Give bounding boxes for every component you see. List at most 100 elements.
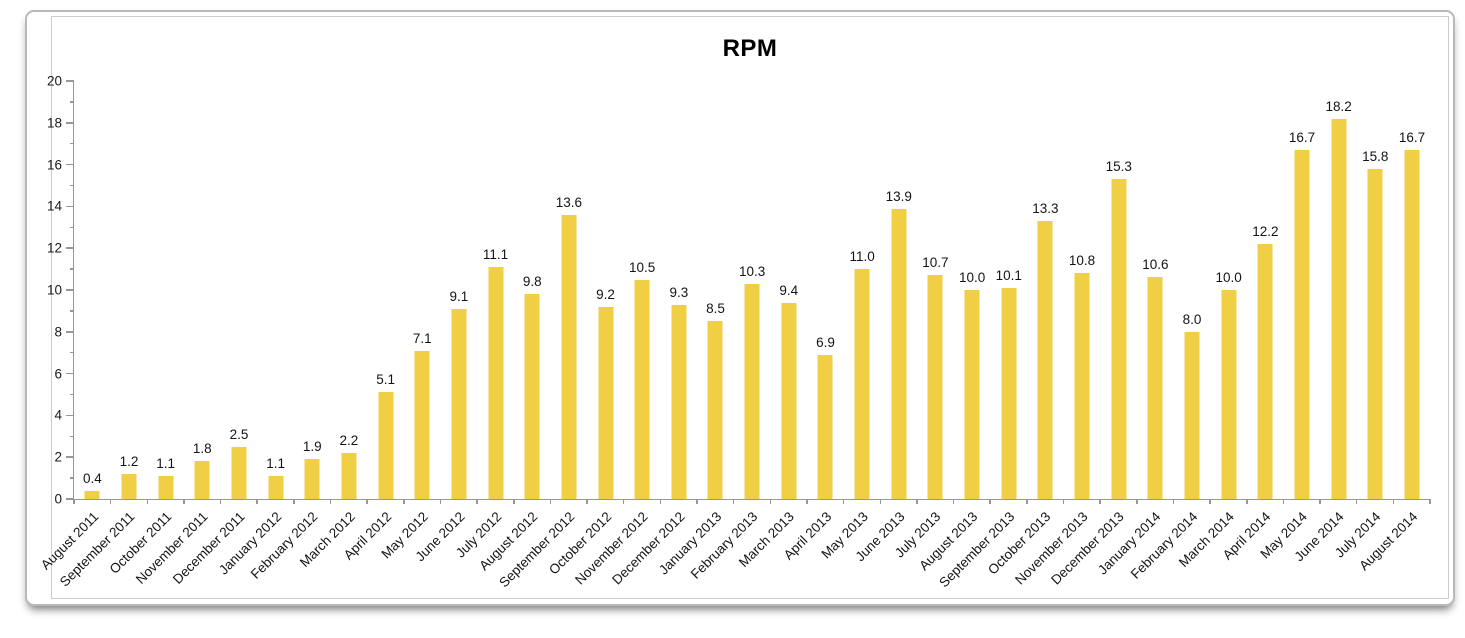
x-axis-label: June 2012: [412, 509, 468, 565]
y-axis-label: 20: [46, 73, 62, 89]
x-axis-label: August 2011: [37, 509, 101, 573]
bar-cell: 5.1: [367, 81, 404, 499]
bar: [964, 290, 980, 499]
y-minor-tick: [70, 268, 74, 270]
x-axis-tick: [806, 499, 808, 504]
bar-value-label: 16.7: [1288, 129, 1316, 145]
x-axis-tick: [842, 499, 845, 504]
x-axis-tick: [586, 499, 588, 504]
x-axis-label: July 2014: [1332, 509, 1384, 561]
bar-value-label: 5.1: [376, 372, 395, 388]
bar-cell: 15.8: [1357, 81, 1394, 499]
x-axis-label: January 2012: [215, 509, 285, 578]
bar: [1074, 273, 1090, 499]
y-major-tick: [66, 414, 74, 417]
bar: [451, 308, 467, 499]
y-minor-tick: [70, 142, 74, 145]
bar: [854, 269, 870, 499]
bar: [1184, 331, 1200, 499]
bar-value-label: 1.1: [156, 456, 176, 472]
x-axis-label: April 2013: [780, 509, 834, 563]
bar: [1367, 168, 1383, 499]
x-axis-tick: [732, 499, 735, 504]
x-axis-label: January 2013: [655, 509, 724, 578]
bar-value-label: 1.8: [192, 441, 212, 457]
x-axis-label: August 2012: [476, 509, 541, 574]
y-minor-tick: [70, 435, 74, 438]
bar: [304, 459, 320, 499]
y-minor-tick: [70, 351, 74, 354]
x-axis-label: May 2012: [378, 509, 431, 562]
bar-cell: 10.0: [954, 81, 991, 499]
bar: [634, 279, 650, 499]
bar: [561, 214, 577, 499]
bar: [158, 476, 174, 499]
x-axis-tick: [1319, 499, 1321, 504]
x-axis-tick: [329, 499, 332, 504]
y-major-tick: [66, 289, 74, 291]
bar-value-label: 1.9: [302, 439, 322, 455]
bar-value-label: 9.8: [522, 274, 542, 290]
y-minor-tick: [70, 310, 74, 312]
y-major-tick: [66, 372, 74, 375]
x-axis-tick: [403, 499, 405, 504]
bar-value-label: 6.9: [816, 334, 835, 350]
x-axis-label: June 2013: [852, 509, 908, 565]
bar: [1147, 277, 1163, 499]
chart-container: RPM 0 2 4 6 8 10 12 14 16 18 20 0.4 1.2 1.1 1.8 2.5 1.1…: [37, 16, 1449, 599]
bar: [1404, 149, 1420, 499]
bar-cell: 8.5: [697, 81, 734, 499]
x-axis-tick: [1209, 499, 1211, 504]
y-minor-tick: [70, 101, 74, 103]
x-axis-tick: [659, 499, 662, 504]
bar: [1331, 118, 1347, 499]
x-axis-tick: [879, 499, 882, 504]
x-axis-tick: [293, 499, 295, 504]
bar-value-label: 11.0: [849, 249, 875, 265]
bar: [341, 453, 357, 499]
bar-cell: 1.1: [257, 81, 294, 499]
x-axis-tick: [1282, 499, 1285, 504]
x-axis-tick: [696, 499, 698, 504]
x-axis-tick: [549, 499, 552, 504]
x-axis-label: March 2012: [296, 509, 358, 571]
bar-value-label: 8.5: [706, 301, 725, 317]
x-axis-tick: [916, 499, 918, 504]
bar-cell: 10.3: [734, 81, 771, 499]
x-axis-tick: [952, 499, 955, 504]
x-axis-label: May 2014: [1257, 509, 1311, 562]
bar-value-label: 1.1: [266, 456, 285, 472]
bar-cell: 11.0: [844, 81, 881, 499]
y-major-tick: [66, 498, 74, 500]
bar-value-label: 0.4: [82, 470, 102, 486]
y-axis-label: 16: [46, 157, 62, 173]
y-minor-tick: [70, 477, 74, 479]
x-axis-label: July 2013: [892, 509, 944, 561]
bar-cell: 9.1: [441, 81, 478, 499]
x-axis-tick: [366, 499, 368, 504]
bar-cell: 9.8: [514, 81, 551, 499]
x-axis-label: December 2012: [608, 509, 688, 588]
bar: [1001, 287, 1017, 499]
bar-cell: 8.0: [1174, 81, 1211, 499]
bar-series: 0.4 1.2 1.1 1.8 2.5 1.1 1.9 2.2 5.1 7.1 9.1 11.1 9.8…: [74, 81, 1430, 499]
x-axis-label: May 2013: [818, 509, 871, 562]
y-major-tick: [66, 163, 74, 166]
bar-cell: 1.1: [147, 81, 184, 499]
x-axis-label: August 2013: [916, 509, 981, 574]
y-major-tick: [66, 247, 74, 249]
x-axis-label: December 2011: [169, 509, 248, 587]
bar-cell: 9.3: [661, 81, 698, 499]
x-axis-tick: [513, 499, 515, 504]
bar: [1294, 149, 1310, 499]
x-axis-label: March 2014: [1176, 509, 1238, 571]
bar-value-label: 10.8: [1068, 253, 1096, 269]
bar: [414, 350, 430, 499]
bar-value-label: 13.3: [1032, 201, 1059, 217]
bar-cell: 15.3: [1100, 81, 1137, 499]
y-axis-label: 8: [54, 324, 62, 340]
bar-cell: 10.5: [624, 81, 661, 499]
y-axis-label: 6: [54, 366, 62, 382]
bar-cell: 13.9: [880, 81, 917, 499]
y-major-tick: [66, 205, 74, 208]
